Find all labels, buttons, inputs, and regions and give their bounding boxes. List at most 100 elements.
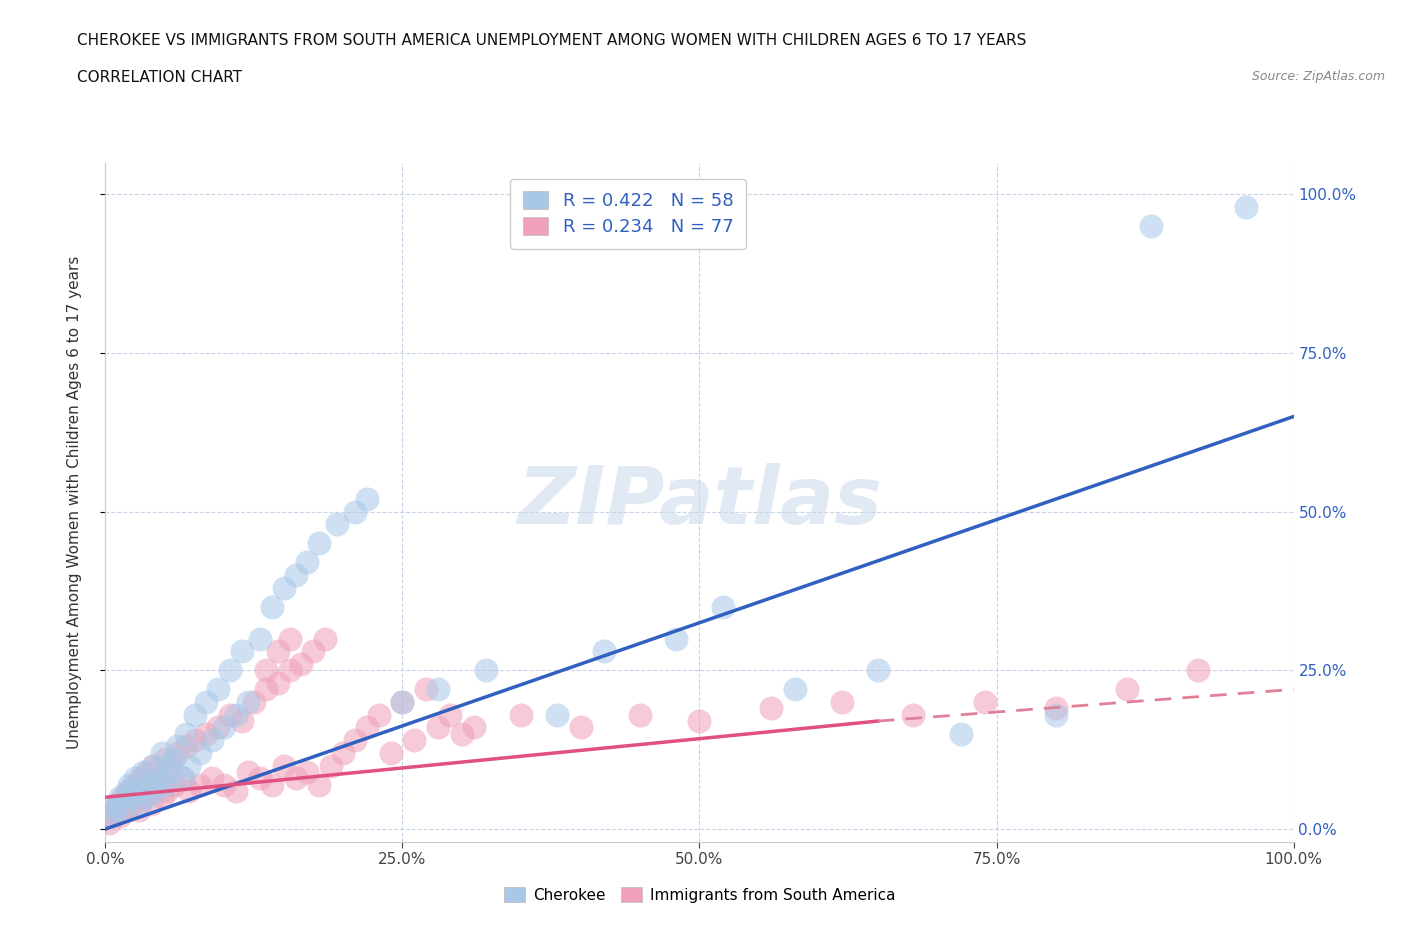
Point (207, 720, 229, 735)
Point (132, 764, 155, 779)
Point (260, 777, 283, 792)
Point (153, 777, 176, 792)
Point (112, 790, 135, 804)
Point (278, 663, 301, 678)
Point (1045, 701, 1067, 716)
Point (593, 644, 616, 658)
Point (314, 631, 336, 646)
Point (236, 695, 259, 710)
Point (190, 745, 212, 760)
Point (249, 631, 271, 646)
Point (284, 771, 307, 786)
Point (118, 783, 141, 798)
Text: Source: ZipAtlas.com: Source: ZipAtlas.com (1251, 70, 1385, 83)
Point (112, 803, 135, 817)
Point (129, 783, 152, 798)
Point (284, 567, 307, 582)
Point (356, 720, 378, 735)
Point (139, 796, 162, 811)
Point (404, 733, 426, 748)
Point (183, 733, 205, 748)
Point (628, 708, 651, 723)
Point (463, 720, 485, 735)
Point (172, 771, 194, 786)
Point (308, 777, 330, 792)
Point (278, 631, 301, 646)
Point (156, 758, 179, 773)
Point (391, 695, 413, 710)
Point (297, 555, 319, 570)
Point (143, 783, 166, 798)
Point (104, 803, 127, 817)
Point (136, 764, 159, 779)
Point (783, 682, 806, 697)
Point (98, 816, 121, 830)
Point (273, 758, 295, 773)
Point (510, 708, 533, 723)
Point (356, 492, 378, 507)
Point (118, 777, 141, 792)
Point (1234, 200, 1257, 215)
Point (267, 675, 290, 690)
Point (142, 758, 165, 773)
Point (332, 745, 354, 760)
Point (124, 771, 146, 786)
Point (153, 751, 176, 766)
Point (231, 644, 253, 658)
Point (100, 809, 122, 824)
Point (321, 758, 343, 773)
Legend: Cherokee, Immigrants from South America: Cherokee, Immigrants from South America (498, 881, 901, 909)
Point (831, 695, 853, 710)
Point (219, 663, 242, 678)
Point (267, 644, 290, 658)
Point (711, 600, 734, 615)
Point (128, 803, 150, 817)
Point (231, 713, 253, 728)
Point (152, 790, 174, 804)
Point (1140, 219, 1163, 233)
Point (546, 708, 568, 723)
Y-axis label: Unemployment Among Women with Children Ages 6 to 17 years: Unemployment Among Women with Children A… (67, 256, 82, 749)
Point (290, 657, 312, 671)
Point (759, 701, 782, 716)
Point (108, 809, 131, 824)
Point (190, 777, 212, 792)
Point (326, 517, 349, 532)
Point (380, 745, 402, 760)
Point (132, 790, 155, 804)
Point (195, 726, 218, 741)
Point (273, 580, 295, 595)
Text: ZIPatlas: ZIPatlas (517, 463, 882, 541)
Point (665, 631, 688, 646)
Point (143, 783, 166, 798)
Point (136, 790, 159, 804)
Point (100, 809, 122, 824)
Point (172, 771, 194, 786)
Point (159, 758, 181, 773)
Point (343, 733, 366, 748)
Point (225, 783, 247, 798)
Point (474, 663, 496, 678)
Point (427, 720, 450, 735)
Point (148, 771, 170, 786)
Point (207, 682, 229, 697)
Point (391, 695, 413, 710)
Point (142, 758, 165, 773)
Point (163, 777, 186, 792)
Point (949, 726, 972, 741)
Point (219, 708, 242, 723)
Point (243, 695, 266, 710)
Point (174, 726, 197, 741)
Point (367, 708, 389, 723)
Point (343, 504, 366, 519)
Point (689, 713, 711, 728)
Point (249, 771, 271, 786)
Point (866, 663, 889, 678)
Point (139, 777, 162, 792)
Point (174, 739, 197, 754)
Point (166, 745, 188, 760)
Point (124, 777, 146, 792)
Point (108, 790, 131, 804)
Point (105, 796, 128, 811)
Point (569, 720, 592, 735)
